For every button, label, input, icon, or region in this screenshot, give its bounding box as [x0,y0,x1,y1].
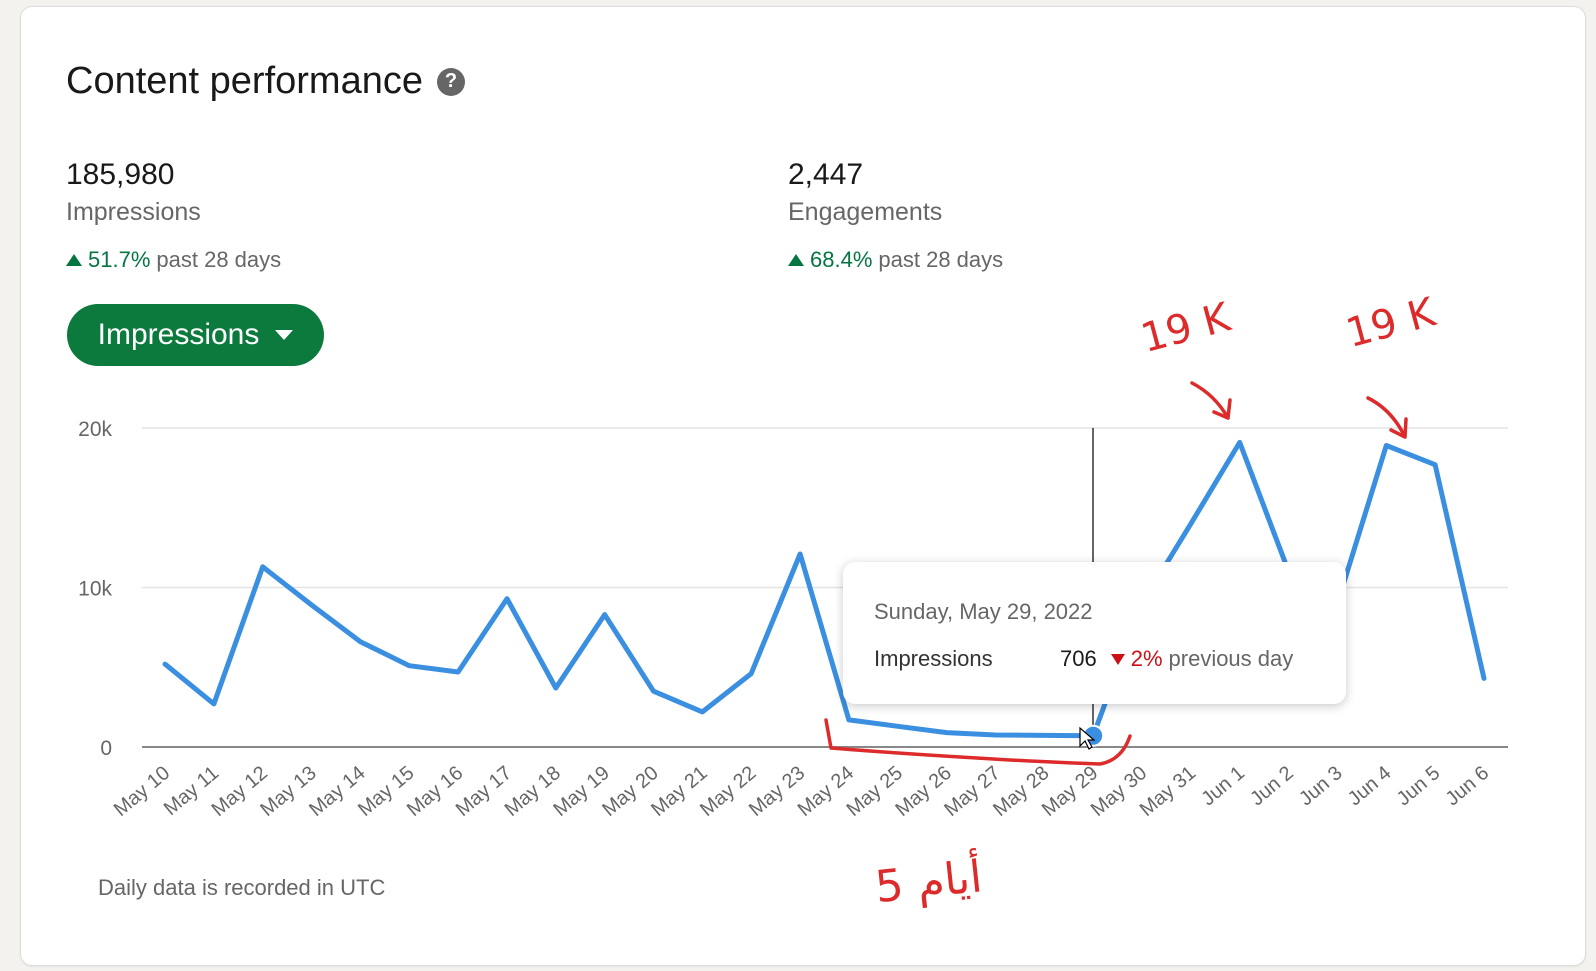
x-tick-label: Jun 2 [1246,762,1298,810]
y-tick-label: 20k [78,418,112,441]
days-annotation: 5 أيام [872,847,984,913]
tooltip-date: Sunday, May 29, 2022 [874,599,1093,624]
engagements-metric: 2,447 Engagements 68.4% past 28 days [788,158,1003,273]
trend-up-icon [66,254,82,266]
caret-down-icon [275,330,294,340]
impressions-value: 185,980 [66,158,175,191]
impressions-change: 51.7% past 28 days [66,247,281,273]
bracket-annotation [824,718,1132,766]
arrow-annotation-2 [1366,396,1408,439]
y-tick-label: 10k [78,578,112,601]
title-text: Content performance [66,60,423,102]
content-performance-card [20,6,1586,966]
x-tick-label: May 31 [1136,762,1200,821]
trend-down-icon [1110,653,1125,665]
page-title: Content performance ? [66,60,465,103]
impressions-metric: 185,980 Impressions 51.7% past 28 days [66,158,281,273]
metric-dropdown-button[interactable]: Impressions [67,304,324,366]
tooltip-metric: Impressions [874,646,993,671]
tooltip-pct: 2% [1130,646,1163,671]
x-tick-label: May 10 [110,762,174,821]
impressions-change-pct: 51.7% [88,247,151,272]
x-tick-label: Jun 6 [1442,762,1494,810]
metric-dropdown-label: Impressions [97,318,260,351]
y-axis-ticks: 20k 10k 0 [78,418,112,760]
trend-up-icon [788,254,804,266]
tooltip-row: Impressions 706 2% previous day [874,646,1293,672]
mouse-pointer-icon [1079,726,1096,750]
engagements-value: 2,447 [788,158,864,191]
engagements-change: 68.4% past 28 days [788,247,1003,273]
tooltip-value: 706 [1060,646,1097,671]
x-tick-label: Jun 4 [1344,762,1396,810]
handwritten-annotations [824,381,1408,766]
arrow-annotation-1 [1190,381,1232,420]
engagements-change-text: past 28 days [878,247,1004,272]
x-tick-label: Jun 3 [1295,762,1347,810]
impressions-series-line [162,439,1487,739]
engagements-change-pct: 68.4% [810,247,873,272]
x-tick-label: Jun 5 [1393,762,1445,810]
peak-annotation-2: 19 K [1341,289,1441,357]
peak-annotation-1: 19 K [1136,294,1236,362]
chart-tooltip: Sunday, May 29, 2022 Impressions 706 2% … [843,562,1346,704]
tooltip-previous-text: previous day [1168,646,1294,671]
y-tick-label: 0 [100,737,112,760]
impressions-change-text: past 28 days [156,247,282,272]
engagements-label: Engagements [788,198,943,226]
x-tick-label: Jun 1 [1197,762,1249,810]
question-circle-icon[interactable]: ? [436,67,465,96]
impressions-label: Impressions [66,198,201,226]
footnote: Daily data is recorded in UTC [98,875,386,900]
